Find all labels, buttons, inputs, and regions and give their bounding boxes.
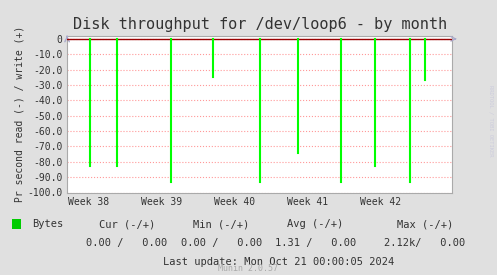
Text: Bytes: Bytes: [32, 219, 64, 229]
Text: Cur (-/+): Cur (-/+): [98, 219, 155, 229]
Text: 1.31 /   0.00: 1.31 / 0.00: [275, 238, 356, 248]
Text: 0.00 /   0.00: 0.00 / 0.00: [86, 238, 167, 248]
Title: Disk throughput for /dev/loop6 - by month: Disk throughput for /dev/loop6 - by mont…: [73, 17, 447, 32]
Y-axis label: Pr second read (-) / write (+): Pr second read (-) / write (+): [14, 26, 24, 202]
Text: Last update: Mon Oct 21 00:00:05 2024: Last update: Mon Oct 21 00:00:05 2024: [163, 257, 394, 267]
Text: Munin 2.0.57: Munin 2.0.57: [219, 264, 278, 273]
Text: 0.00 /   0.00: 0.00 / 0.00: [180, 238, 262, 248]
Text: RRDTOOL / TOBI OETIKER: RRDTOOL / TOBI OETIKER: [488, 85, 493, 157]
Text: 2.12k/   0.00: 2.12k/ 0.00: [384, 238, 466, 248]
Text: Min (-/+): Min (-/+): [193, 219, 249, 229]
Text: Max (-/+): Max (-/+): [397, 219, 453, 229]
Text: Avg (-/+): Avg (-/+): [287, 219, 344, 229]
